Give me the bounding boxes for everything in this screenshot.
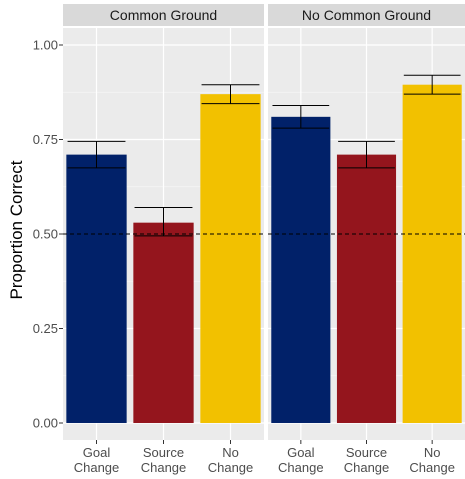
bar [133,222,194,423]
error-bar [272,104,330,129]
bar [200,94,261,423]
y-axis-title: Proportion Correct [7,160,26,299]
error-bar [201,84,260,105]
y-tick-label: 1.00 [33,38,58,53]
x-tick-label-line: Change [208,460,254,475]
x-tick-label: Goal Change [74,445,120,475]
x-tick-label-line: Goal [287,445,315,460]
error-bar [338,140,395,169]
strip-background [63,4,264,26]
x-tick-label: No Change [208,445,254,475]
x-tick-label-line: Change [141,460,187,475]
y-tick-label: 0.25 [33,321,58,336]
x-tick-label: No Change [409,445,455,475]
x-tick-label-line: Source [143,445,184,460]
y-axis-ticks: 0.00 0.25 0.50 0.75 1.00 [33,38,63,430]
strip-background [268,4,465,26]
bar [336,154,397,423]
error-bar [403,74,461,95]
y-tick-label: 0.75 [33,132,58,147]
bar [66,154,127,423]
bar [402,84,462,423]
x-tick-label-line: Change [278,460,324,475]
bar [271,116,331,423]
x-tick-label-line: No [222,445,239,460]
x-tick-label-line: Change [409,460,455,475]
error-bar [134,207,193,237]
strip-label: No Common Ground [302,7,431,23]
y-tick-label: 0.00 [33,415,58,430]
x-tick-label-line: Source [346,445,387,460]
x-tick-label: Goal Change [278,445,324,475]
x-tick-label-line: Change [74,460,120,475]
y-tick-label: 0.50 [33,227,58,242]
strip-label: Common Ground [110,7,217,23]
x-tick-label: Source Change [141,445,187,475]
x-tick-label-line: Change [344,460,390,475]
error-bar [67,140,126,169]
x-tick-label: Source Change [344,445,390,475]
x-tick-label-line: No [424,445,441,460]
x-tick-label-line: Goal [83,445,111,460]
